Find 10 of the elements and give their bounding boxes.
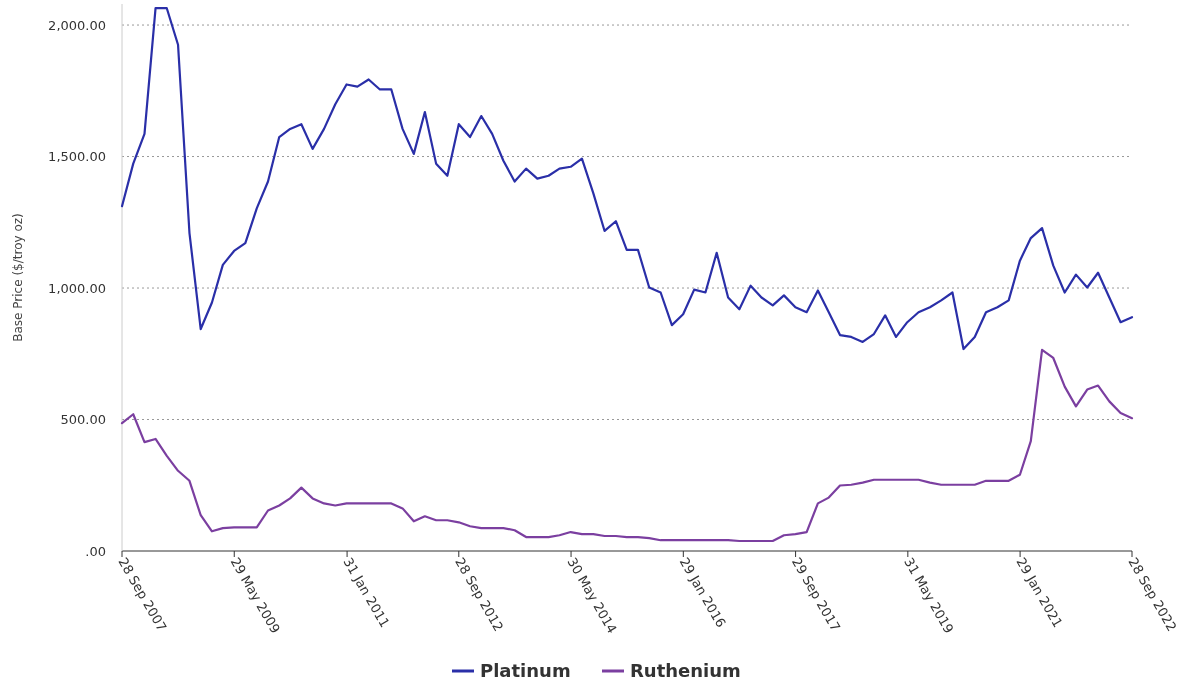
y-axis-title: Base Price ($/troy oz) — [11, 213, 25, 342]
y-tick-label: 2,000.00 — [48, 17, 106, 33]
legend-label: Platinum — [480, 660, 571, 681]
legend-label: Ruthenium — [630, 660, 741, 681]
line-series — [120, 7, 1134, 351]
y-tick-label: .00 — [85, 543, 106, 559]
y-tick-label: 1,000.00 — [48, 280, 106, 296]
y-tick-label: 500.00 — [60, 412, 106, 428]
line-series — [120, 348, 1134, 543]
y-tick-label: 1,500.00 — [48, 149, 106, 165]
